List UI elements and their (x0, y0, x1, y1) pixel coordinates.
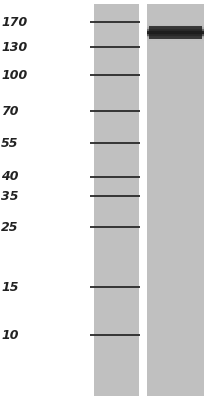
Text: 40: 40 (1, 170, 19, 183)
Bar (147, 32, 204, 33)
Bar (147, 29, 204, 30)
Bar (147, 29, 204, 30)
Bar (147, 38, 204, 39)
Text: 55: 55 (1, 137, 19, 150)
Text: 25: 25 (1, 221, 19, 234)
Bar (147, 37, 204, 38)
Bar (147, 27, 204, 28)
Bar (147, 40, 204, 41)
Bar (147, 34, 204, 35)
Bar (147, 4, 204, 396)
Text: 10: 10 (1, 329, 19, 342)
Bar (147, 24, 204, 25)
Bar (147, 35, 204, 36)
Bar (147, 25, 204, 26)
Bar (147, 30, 204, 31)
Bar (147, 28, 204, 29)
Bar (147, 26, 204, 27)
Text: 15: 15 (1, 281, 19, 294)
Bar (147, 39, 204, 40)
Bar (147, 38, 204, 39)
Bar (147, 35, 204, 36)
Bar (147, 33, 204, 34)
Bar (147, 28, 204, 29)
Bar (149, 26, 202, 39)
Text: 100: 100 (1, 69, 27, 82)
Bar (147, 32, 204, 33)
Bar (147, 30, 204, 31)
Bar (147, 33, 204, 34)
Bar (147, 36, 204, 37)
Bar (94, 4, 139, 396)
Bar (147, 36, 204, 37)
Bar (147, 27, 204, 28)
Bar (147, 40, 204, 41)
Text: 70: 70 (1, 105, 19, 118)
Bar (147, 39, 204, 40)
Text: 170: 170 (1, 16, 27, 28)
Bar (147, 24, 204, 25)
Bar (147, 31, 204, 32)
Text: 130: 130 (1, 41, 27, 54)
Bar (147, 26, 204, 27)
Bar (147, 31, 204, 32)
Bar (147, 37, 204, 38)
Text: 35: 35 (1, 190, 19, 202)
Bar (147, 34, 204, 35)
